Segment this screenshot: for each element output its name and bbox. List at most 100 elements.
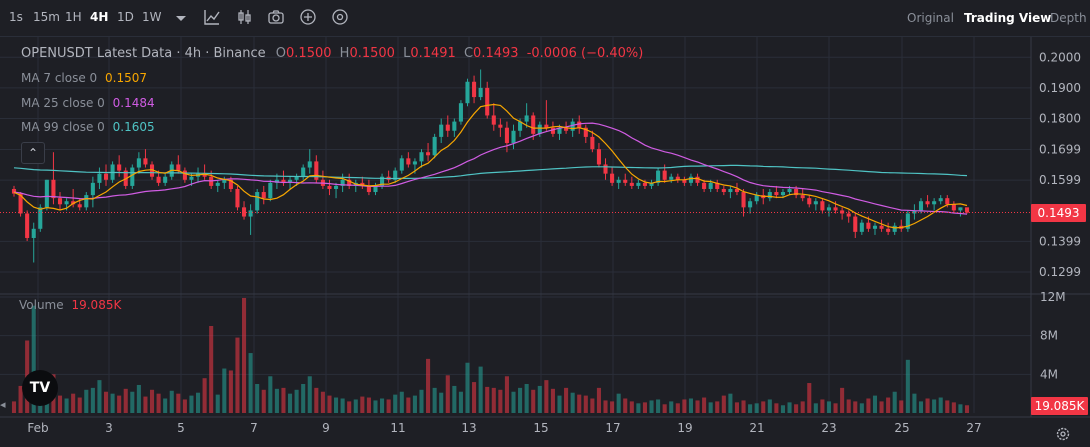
candle-body [787,188,792,193]
tab-original[interactable]: Original [907,11,954,25]
candle-body [241,207,247,217]
candle-body [794,188,799,196]
candle-body [445,124,450,131]
volume-bar [386,399,391,413]
timeframe-1s[interactable]: 1s [9,10,23,24]
tab-depth[interactable]: Depth [1050,11,1087,25]
volume-bar [610,401,615,413]
candle-body [859,222,864,232]
volume-bar [649,400,654,413]
volume-bar [531,389,536,413]
volume-bar [872,395,878,413]
timeframe-1h[interactable]: 1H [65,10,82,24]
candle-body [866,222,871,229]
volume-bar [938,397,943,413]
volume-bar [445,375,450,413]
volume-bar [629,401,634,413]
settings-circle-icon[interactable] [331,8,349,26]
candle-body [682,179,687,183]
camera-icon[interactable] [267,8,285,26]
timeframe-4h[interactable]: 4H [90,10,109,24]
volume-bar [235,337,240,413]
volume-bar [577,394,582,413]
candle-body [136,158,141,168]
timeframe-15m[interactable]: 15m [33,10,60,24]
volume-bar [222,368,227,413]
candle-body [222,179,227,183]
legend-low: L0.1491 [403,46,456,61]
candle-body [879,225,884,229]
candle-body [143,158,148,165]
candle-body [905,213,910,229]
volume-bar [675,403,680,413]
volume-bar [669,401,674,413]
volume-bar [176,393,181,413]
scroll-left-icon[interactable]: ◂ [0,398,6,411]
candle-body [826,207,832,211]
candle-body [886,228,891,232]
volume-bar [393,394,398,413]
volume-bar [18,385,23,413]
candle-body [485,87,490,116]
candle-body [340,179,345,186]
candle-body [695,176,700,183]
time-axis-label: 27 [966,421,981,435]
gear-icon[interactable] [1054,425,1072,443]
candle-body [347,179,352,186]
candle-body [688,176,693,183]
time-axis-label: 7 [250,421,258,435]
volume-bar [340,398,345,413]
volume-bar [918,401,924,413]
legend-open: O0.1500 [275,46,332,61]
volume-bar [11,401,17,413]
candle-body [472,81,477,98]
volume-bar [754,403,759,413]
volume-bar [886,397,891,413]
candle-body [176,164,181,171]
candle-body [853,216,858,232]
candle-body [215,182,220,186]
volume-bar [932,399,937,413]
volume-bar [452,385,457,413]
timeframe-1d[interactable]: 1D [117,10,134,24]
candle-body [564,127,569,131]
volume-bar [846,399,851,413]
volume-bar [879,401,884,413]
candle-type-icon[interactable] [236,8,254,26]
candle-body [281,179,286,183]
volume-bar [406,397,411,413]
current-volume-tag: 19.085K [1031,397,1088,415]
volume-bar [169,390,174,413]
volume-axis-label: 8M [1040,329,1058,343]
candle-body [25,213,30,238]
candle-body [301,167,306,177]
volume-bar [544,380,549,413]
candle-body [57,198,63,205]
volume-bar [557,395,562,413]
tradingview-logo[interactable]: TV [22,370,58,406]
volume-bar [458,391,463,413]
volume-bar [590,398,595,413]
volume-bar [853,401,858,413]
legend-ma99: MA 99 close 0 0.1605 [21,120,155,134]
volume-bar [215,394,220,413]
volume-bar [163,398,168,413]
volume-bar [485,386,490,413]
volume-axis-label: 4M [1040,367,1058,381]
candle-body [590,136,595,150]
time-axis-label: Feb [27,421,48,435]
indicators-icon[interactable] [203,8,221,26]
candle-body [918,201,924,211]
candle-body [84,195,89,208]
candle-body [583,127,588,137]
add-icon[interactable] [299,8,317,26]
volume-bar [840,387,845,413]
chevron-down-icon[interactable] [172,10,190,28]
tab-trading-view[interactable]: Trading View [964,11,1052,25]
candle-body [708,182,713,189]
price-chart[interactable]: 0.2000 0.1900 0.1800 0.1699 0.1599 0.1399 0.12… [0,37,1090,447]
collapse-legend-button[interactable]: ⌃ [21,142,45,164]
candle-body [610,173,615,183]
volume-bar [71,393,76,413]
timeframe-1w[interactable]: 1W [142,10,162,24]
